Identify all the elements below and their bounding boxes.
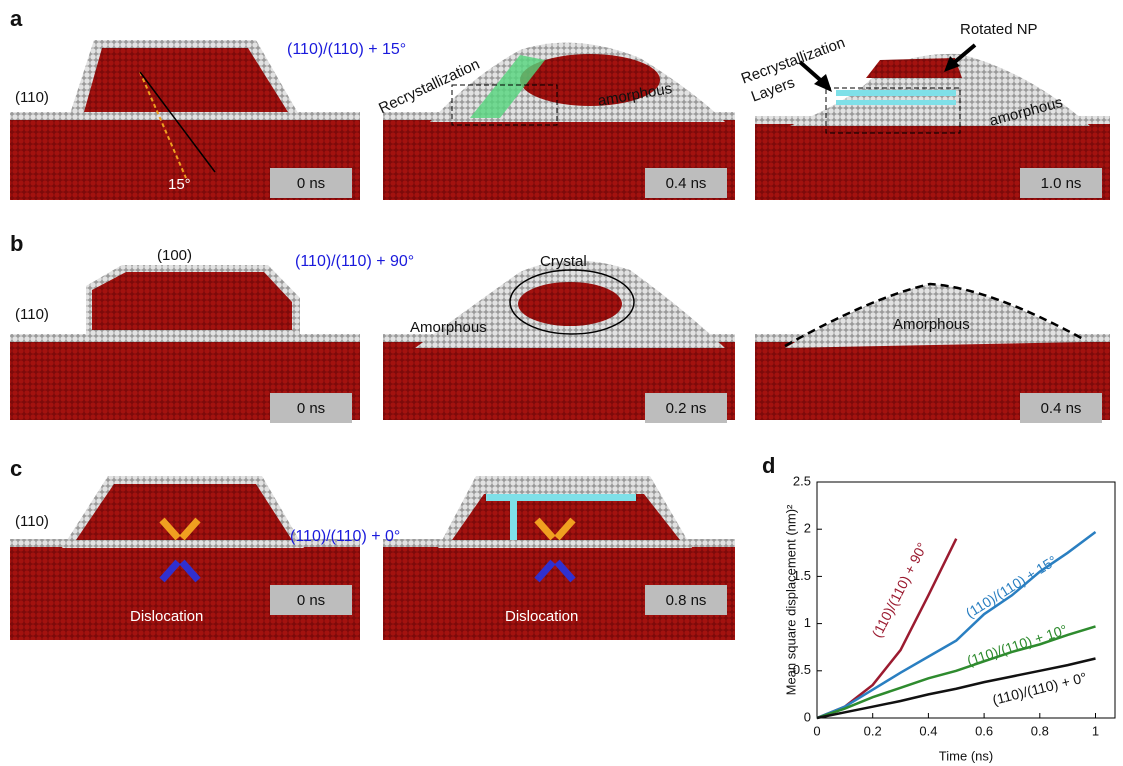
region-box [825, 87, 961, 134]
amorphous-shell [790, 53, 1090, 126]
dislocation-bar [554, 517, 576, 541]
time-label: 0 ns [297, 400, 325, 417]
y-tick-label: 0 [804, 709, 811, 724]
y-tick-label: 2 [804, 521, 811, 536]
annotation: Amorphous [410, 319, 487, 336]
time-box [645, 168, 727, 198]
x-tick-label: 0.8 [1031, 723, 1049, 738]
dislocation-bar [534, 559, 556, 583]
time-label: 0.4 ns [666, 175, 707, 192]
surface-label: (110) [15, 306, 49, 323]
surface-label: (110) [15, 89, 49, 106]
x-tick-label: 0.6 [975, 723, 993, 738]
time-box [270, 585, 352, 615]
angle-label: 15° [168, 176, 191, 193]
recrystallized-layer [510, 500, 517, 540]
dislocation-bar [554, 559, 576, 583]
time-box [645, 585, 727, 615]
x-axis-label: Time (ns) [939, 748, 993, 763]
nanoparticle-core [92, 272, 292, 330]
arrow-head [814, 74, 832, 92]
crystal-core [518, 282, 622, 326]
time-label: 0.4 ns [1041, 400, 1082, 417]
dislocation-bar [179, 559, 201, 583]
annotation: Crystal [540, 253, 587, 270]
series-line [816, 625, 1096, 720]
time-label: 0.2 ns [666, 400, 707, 417]
x-tick-label: 1 [1092, 723, 1099, 738]
snapshots [10, 40, 1110, 640]
dislocation-bar [179, 517, 201, 541]
amorphous-shell [785, 284, 1085, 348]
outline [784, 282, 1086, 348]
series-label: (110)/(110) + 0° [991, 669, 1089, 708]
time-label: 1.0 ns [1041, 175, 1082, 192]
recrystallized-layer [836, 90, 956, 96]
nanoparticle-core [452, 494, 680, 540]
time-box [645, 393, 727, 423]
x-tick-label: 0.4 [919, 723, 937, 738]
time-box [1020, 168, 1102, 198]
dislocation-bar [534, 517, 556, 541]
series-label: (110)/(110) + 90° [869, 540, 931, 640]
panel-label: a [10, 6, 23, 31]
arrow-head [944, 56, 960, 72]
time-label: 0 ns [297, 592, 325, 609]
time-label: 0.8 ns [666, 592, 707, 609]
annotation: Dislocation [505, 608, 578, 625]
plot-frame [816, 481, 1116, 719]
time-box [270, 393, 352, 423]
y-tick-label: 1 [804, 615, 811, 630]
series-line [816, 531, 1097, 720]
x-tick-label: 0 [813, 723, 820, 738]
annotation: Rotated NP [960, 21, 1038, 38]
dislocation-bar [159, 559, 181, 583]
time-box [1020, 393, 1102, 423]
panel-title: (110)/(110) + 90° [295, 253, 414, 270]
recrystallized-layer [836, 100, 956, 105]
recrystallized-region [470, 55, 545, 118]
y-tick-label: 0.5 [793, 662, 811, 677]
nanoparticle-core [76, 484, 292, 540]
series-line [816, 657, 1096, 720]
annotation: Amorphous [893, 316, 970, 333]
panel-label: d [762, 453, 775, 478]
crystal-outline [509, 269, 635, 335]
panel-title: (110)/(110) + 15° [287, 41, 406, 58]
series-label: (110)/(110) + 10° [965, 621, 1069, 668]
panel-label: c [10, 456, 22, 481]
y-tick-label: 2.5 [793, 473, 811, 488]
x-tick-label: 0.2 [864, 723, 882, 738]
angle-line [139, 71, 216, 173]
dislocation-bar [159, 517, 181, 541]
angle-line [139, 71, 187, 179]
panel-label: b [10, 231, 23, 256]
time-box [270, 168, 352, 198]
y-axis-label: Mean square displacement (nm)² [783, 504, 798, 695]
y-tick-label: 1.5 [793, 568, 811, 583]
annotation: Dislocation [130, 608, 203, 625]
region-box [451, 84, 558, 126]
recrystallized-layer [486, 494, 636, 501]
surface-label: (110) [15, 513, 49, 530]
crystal-core [520, 54, 660, 106]
time-label: 0 ns [297, 175, 325, 192]
panel-title: (110)/(110) + 0° [290, 528, 400, 545]
nanoparticle-core [84, 48, 288, 112]
rotated-np [866, 58, 962, 78]
series-label: (110)/(110) + 15° [963, 552, 1060, 621]
facet-label: (100) [157, 247, 192, 264]
